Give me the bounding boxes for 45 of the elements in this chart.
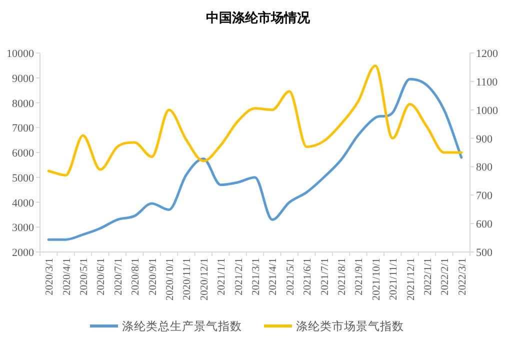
y2-tick-label: 1100: [476, 76, 498, 88]
x-tick-label: 2021/9/1: [354, 258, 366, 296]
x-tick-label: 2022/2/1: [440, 258, 452, 296]
y-tick-label: 9000: [12, 72, 34, 85]
x-tick-label: 2020/5/1: [79, 258, 90, 296]
x-tick-label: 2020/9/1: [148, 258, 159, 296]
x-tick-label: 2020/3/1: [44, 258, 56, 296]
y2-tick-label: 500: [476, 247, 493, 259]
x-tick-label: 2021/11/1: [388, 258, 400, 300]
x-tick-label: 2020/4/1: [62, 258, 73, 296]
y2-tick-label: 900: [476, 133, 493, 146]
x-tick-label: 2022/3/1: [457, 258, 468, 296]
x-tick-label: 2021/8/1: [337, 258, 348, 296]
y2-tick-label: 600: [476, 218, 493, 231]
x-tick-label: 2020/6/1: [96, 258, 108, 296]
y-tick-label: 10000: [6, 48, 34, 60]
x-tick-label: 2021/1/1: [216, 258, 228, 296]
y2-tick-label: 800: [476, 162, 493, 174]
y2-tick-label: 1200: [476, 48, 498, 60]
legend-label: 涤纶类市场景气指数: [296, 319, 404, 333]
y-tick-label: 5000: [12, 172, 34, 184]
x-tick-label: 2021/5/1: [285, 258, 296, 296]
legend-label: 涤纶类总生产景气指数: [122, 319, 242, 333]
chart-title: 中国涤纶市场情况: [206, 10, 311, 26]
x-tick-label: 2021/6/1: [302, 258, 314, 296]
x-tick-label: 2020/7/1: [113, 258, 124, 296]
y2-tick-label: 700: [476, 190, 493, 202]
y-tick-label: 6000: [12, 148, 34, 160]
y2-tick-label: 1000: [476, 104, 498, 117]
x-tick-label: 2020/11/1: [182, 258, 194, 300]
x-tick-label: 2021/7/1: [320, 258, 331, 296]
x-tick-label: 2022/1/1: [423, 258, 434, 296]
x-tick-label: 2020/8/1: [130, 258, 142, 296]
y-tick-label: 4000: [12, 197, 34, 210]
y-tick-label: 8000: [12, 98, 34, 110]
x-tick-label: 2021/10/1: [371, 258, 382, 301]
x-tick-label: 2020/10/1: [165, 258, 176, 301]
x-tick-label: 2020/12/1: [199, 258, 210, 301]
x-tick-label: 2021/12/1: [406, 258, 417, 301]
y-tick-label: 7000: [12, 122, 34, 135]
y-tick-label: 2000: [12, 247, 34, 259]
x-tick-label: 2021/4/1: [268, 258, 280, 296]
x-tick-label: 2021/2/1: [234, 258, 245, 296]
y-tick-label: 3000: [12, 222, 34, 234]
x-tick-label: 2021/3/1: [251, 258, 262, 296]
